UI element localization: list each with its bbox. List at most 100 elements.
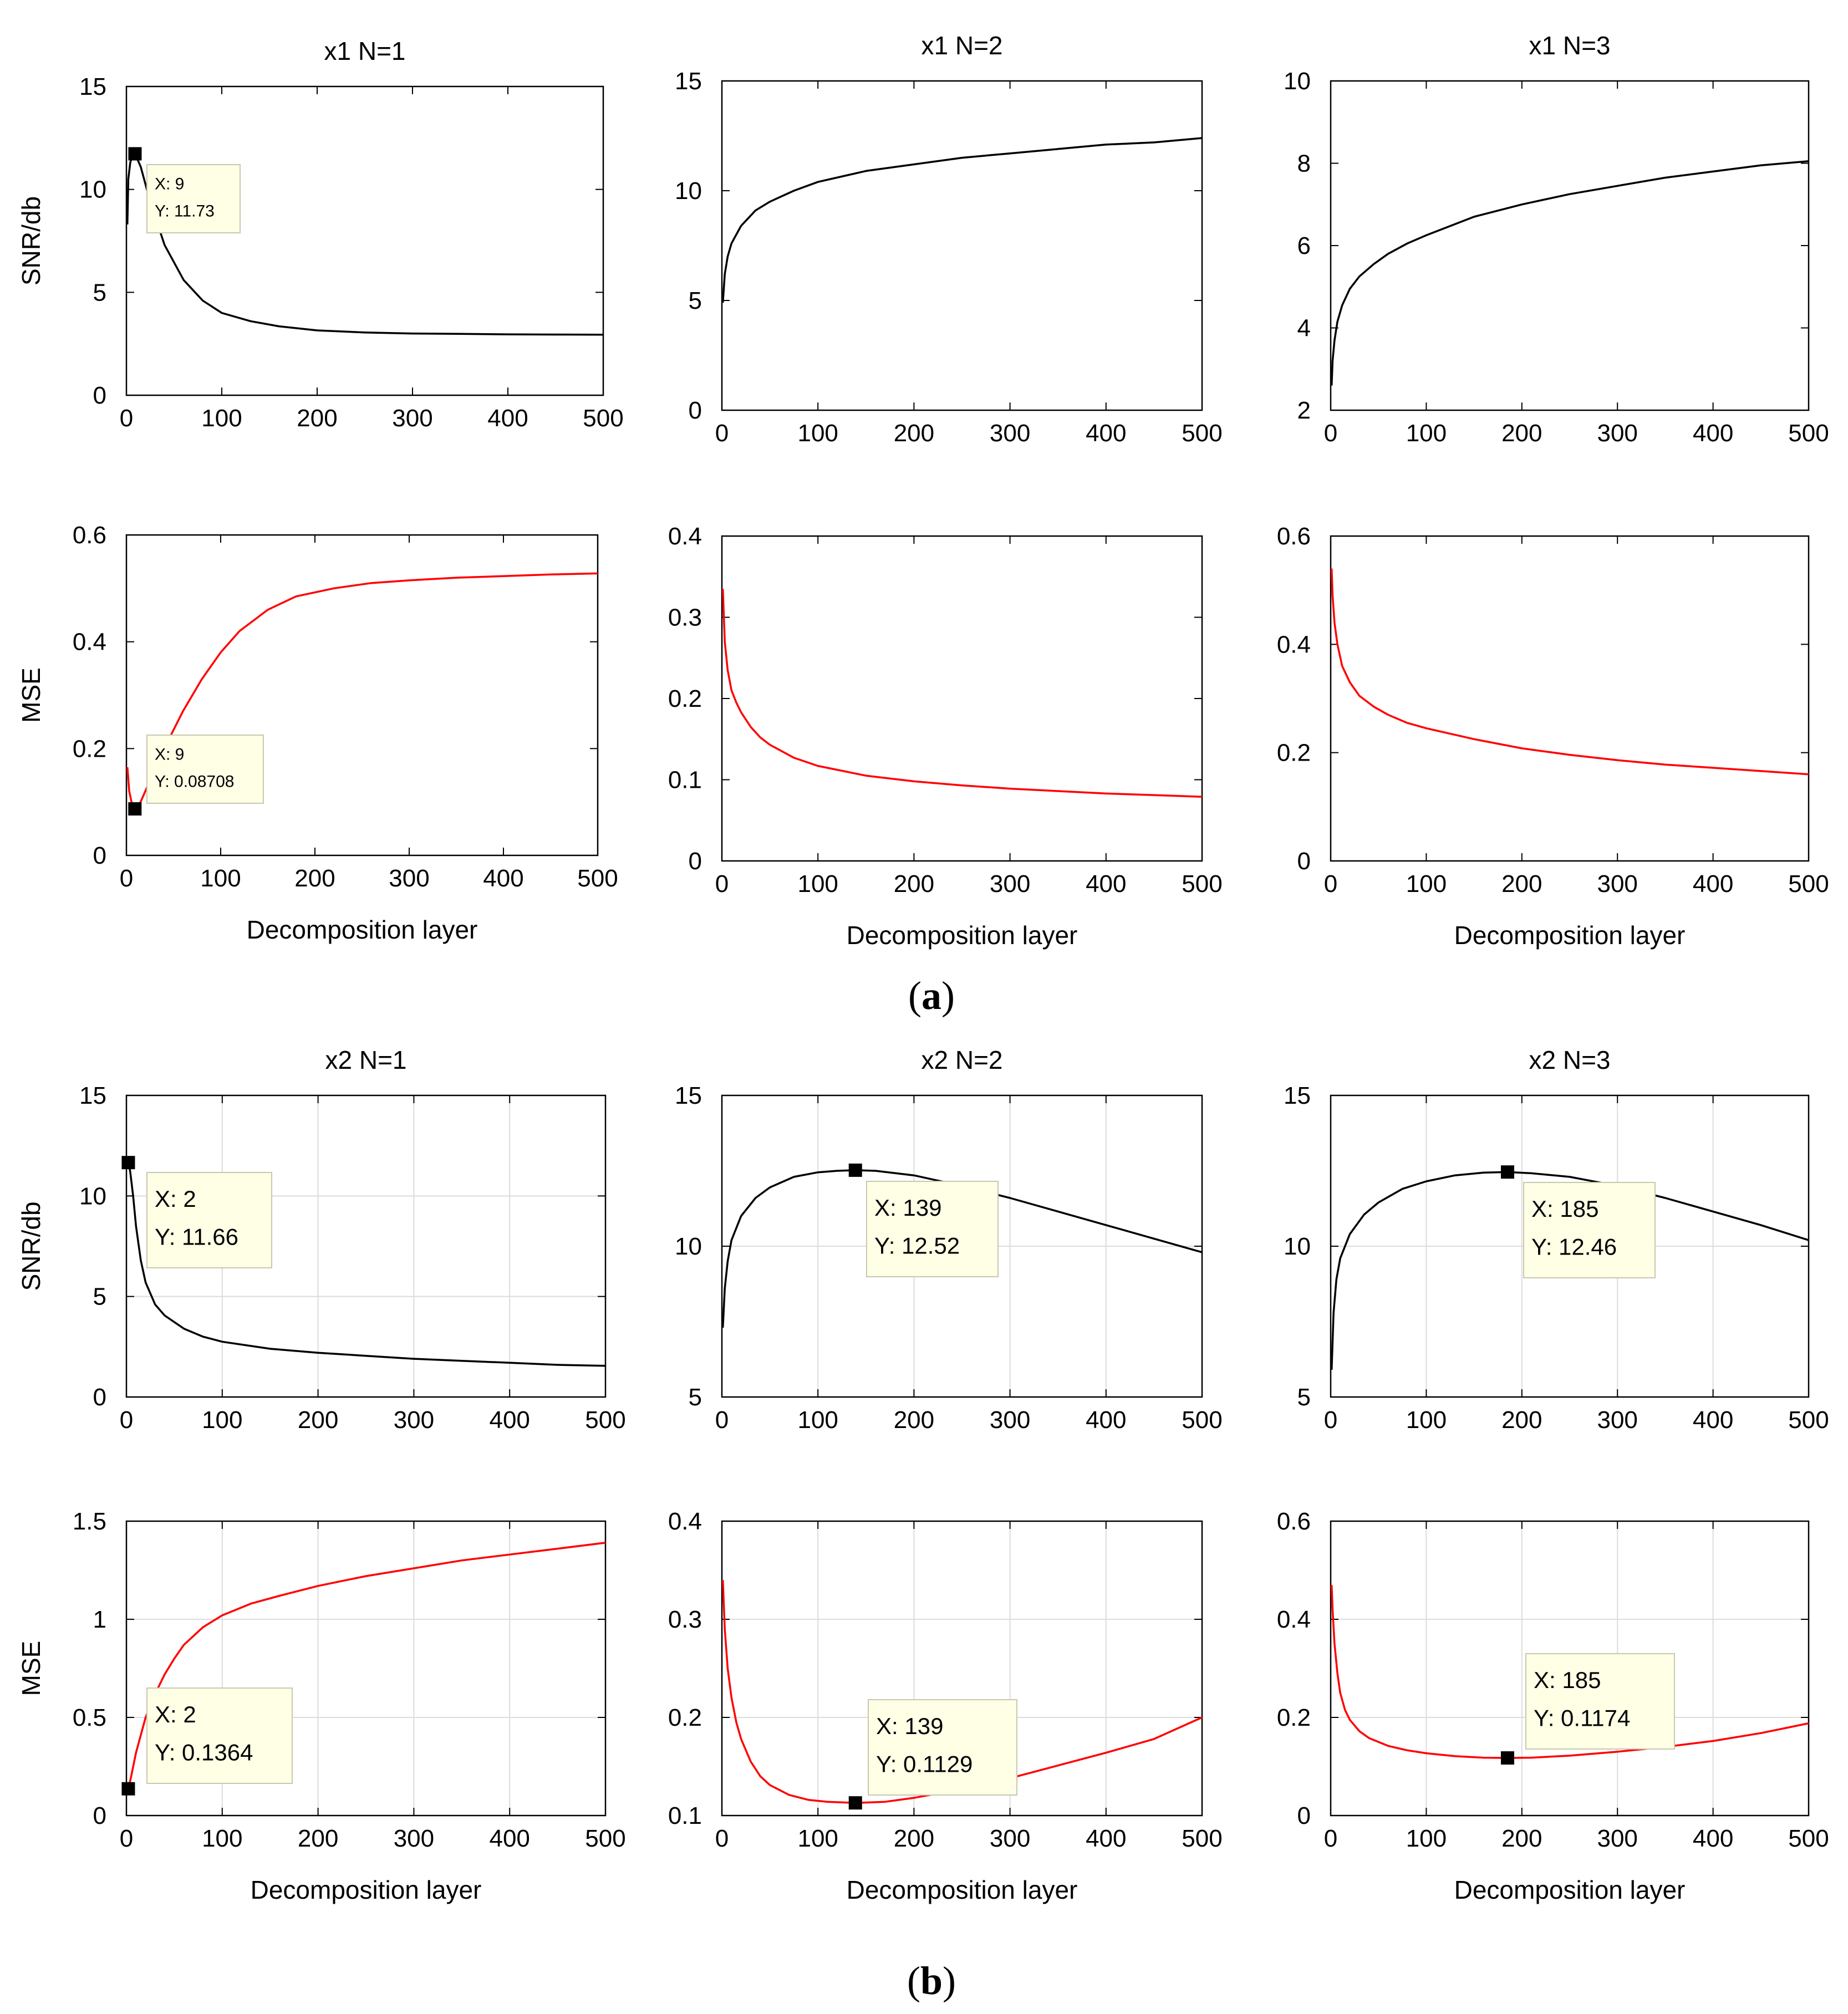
plot-frame [1330,535,1810,862]
y-tick-label: 0.3 [668,604,702,631]
x-axis-label: Decomposition layer [247,915,478,944]
datatip-marker [1500,1751,1514,1765]
y-tick-label: 0.6 [73,522,106,549]
series-line [126,1542,606,1791]
x-tick-label: 200 [1501,1406,1542,1434]
x-tick-label: 100 [202,1825,242,1852]
datatip-marker [128,147,142,161]
x-tick-label: 0 [715,1825,729,1852]
x-tick-label: 500 [1788,420,1829,447]
series-line [721,589,1203,798]
x-tick-label: 100 [200,865,241,892]
x-tick-label: 100 [201,405,242,432]
x-tick-label: 300 [394,1825,434,1852]
y-tick-label: 0.4 [668,1508,702,1535]
x-tick-label: 400 [1693,420,1733,447]
datatip-background [146,735,264,804]
y-tick-label: 5 [689,1384,702,1411]
panel-label-b: (b) [907,1959,956,2003]
x-tick-label: 400 [1693,1406,1733,1434]
subplot-8: 0 100 200 300 400 500 5 10 15 x2 N=2 X: 139 Y: 12.5… [675,1046,1223,1434]
subplot-12: 0 100 200 300 400 500 0 0.2 0.4 0.6 Decomposition … [1277,1508,1829,1904]
subplot-11: 0 100 200 300 400 500 0.1 0.2 0.3 0.4 Decompositio… [668,1508,1223,1904]
x-tick-label: 500 [583,405,623,432]
y-tick-label: 10 [1284,1233,1311,1260]
datatip-marker [848,1796,862,1810]
chart-title: x1 N=3 [1529,31,1610,60]
subplot-3: 0 100 200 300 400 500 2 4 6 8 10 x1 N=3 [1284,31,1829,447]
y-tick-label: 0 [689,397,702,424]
plot-frame [125,1520,607,1817]
x-tick-label: 200 [294,865,335,892]
x-axis-label: Decomposition layer [847,921,1078,950]
subplot-4: 0 100 200 300 400 500 0 0.2 0.4 0.6 Decomposition … [17,522,618,944]
datatip-x-value: X: 2 [155,1186,196,1212]
datatip-box: X: 9 Y: 0.08708 [146,735,264,804]
x-tick-label: 500 [1182,420,1222,447]
datatip-y-value: Y: 0.08708 [155,772,234,791]
y-tick-label: 15 [1284,1082,1311,1109]
x-axis-label: Decomposition layer [251,1875,482,1904]
datatip-marker [121,1156,135,1170]
y-tick-label: 1.5 [73,1508,106,1535]
y-tick-label: 10 [1284,68,1311,95]
x-tick-label: 400 [1086,1406,1126,1434]
x-axis-label: Decomposition layer [847,1875,1078,1904]
x-tick-label: 200 [1501,1825,1542,1852]
y-tick-label: 10 [675,177,702,205]
chart-title: x2 N=1 [325,1046,406,1074]
y-tick-label: 0.3 [668,1606,702,1633]
x-tick-label: 400 [489,1406,530,1434]
x-tick-label: 100 [797,870,838,898]
x-tick-label: 400 [1086,870,1126,898]
subplot-1: 0 100 200 300 400 500 0 5 10 15 x1 N=1 SNR/db X: 9 Y:… [17,37,624,432]
x-tick-label: 0 [120,405,133,432]
datatip-marker [121,1782,135,1796]
x-tick-label: 0 [715,870,729,898]
datatip-box: X: 139 Y: 12.52 [866,1181,999,1277]
datatip-x-value: X: 2 [155,1701,196,1727]
x-tick-label: 400 [1693,870,1733,898]
datatip-box: X: 139 Y: 0.1129 [868,1699,1017,1796]
x-tick-label: 400 [1086,1825,1126,1852]
y-tick-label: 15 [675,68,702,95]
y-axis-label: SNR/db [17,196,45,285]
y-tick-label: 0.4 [1277,1606,1311,1633]
x-tick-label: 300 [392,405,432,432]
y-tick-label: 0.4 [668,523,702,550]
x-tick-label: 200 [894,1406,934,1434]
x-tick-label: 500 [577,865,618,892]
x-tick-label: 400 [1693,1825,1733,1852]
chart-title: x1 N=1 [324,37,405,65]
datatip-y-value: Y: 0.1174 [1534,1705,1630,1731]
x-tick-label: 0 [1324,420,1337,447]
datatip-x-value: X: 139 [876,1713,943,1739]
x-tick-label: 300 [389,865,429,892]
datatip-background [146,164,241,233]
x-tick-label: 0 [1324,1406,1337,1434]
datatip-background [1525,1653,1675,1750]
x-tick-label: 500 [1788,870,1829,898]
x-tick-label: 200 [298,1825,338,1852]
datatip-y-value: Y: 0.1129 [876,1751,973,1777]
x-axis-label: Decomposition layer [1454,921,1686,950]
subplot-5: 0 100 200 300 400 500 0 0.1 0.2 0.3 0.4 Decompositi… [668,523,1223,950]
y-tick-label: 0.2 [73,735,106,762]
y-tick-label: 5 [93,1283,106,1311]
x-tick-label: 500 [1788,1825,1829,1852]
x-tick-label: 100 [1406,1825,1447,1852]
datatip-y-value: Y: 12.52 [874,1233,960,1259]
datatip-marker [1500,1165,1514,1179]
datatip-box: X: 9 Y: 11.73 [146,164,241,233]
x-tick-label: 200 [298,1406,338,1434]
y-tick-label: 8 [1297,150,1311,177]
y-tick-label: 1 [93,1606,106,1633]
y-tick-label: 15 [79,1082,106,1109]
datatip-marker [848,1163,862,1177]
x-tick-label: 200 [894,420,934,447]
x-tick-label: 200 [297,405,337,432]
x-tick-label: 100 [797,1825,838,1852]
y-tick-label: 0.2 [668,1704,702,1731]
x-tick-label: 500 [585,1825,625,1852]
